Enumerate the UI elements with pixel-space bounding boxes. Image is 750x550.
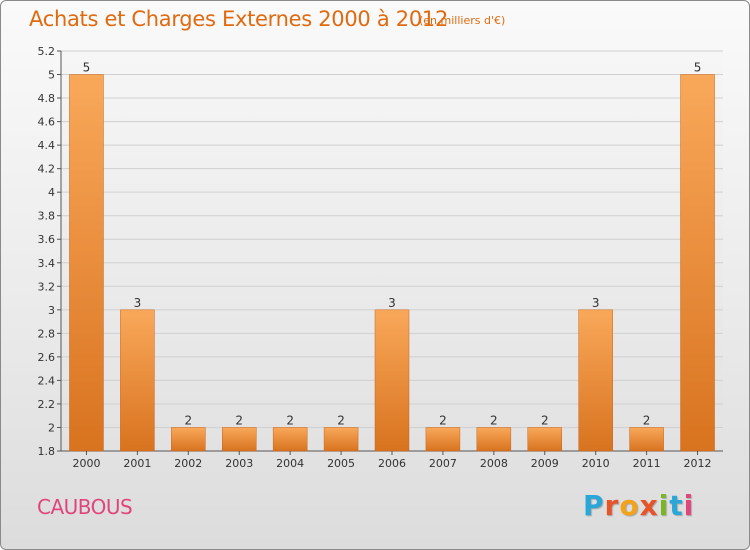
data-label: 2	[541, 413, 549, 427]
logo-letter: P	[583, 489, 605, 522]
x-tick-label: 2006	[378, 457, 406, 470]
x-tick-label: 2005	[327, 457, 355, 470]
bar	[69, 74, 104, 452]
y-tick-label: 5.2	[38, 45, 56, 58]
logo-letter: o	[619, 489, 640, 522]
bar	[171, 427, 206, 452]
bar	[272, 427, 308, 452]
y-tick-label: 4.8	[38, 92, 56, 105]
y-tick-label: 2.6	[38, 351, 56, 364]
logo-letter: t	[669, 489, 684, 522]
data-label: 5	[694, 61, 702, 75]
bar	[323, 427, 359, 452]
y-tick-label: 5	[48, 69, 55, 82]
x-tick-label: 2000	[72, 457, 100, 470]
x-tick-label: 2002	[174, 457, 202, 470]
logo-letter: i	[658, 489, 670, 522]
data-label: 2	[235, 413, 243, 427]
logo-letter: x	[639, 489, 659, 522]
data-label: 3	[388, 296, 396, 310]
y-tick-label: 3.6	[38, 233, 56, 246]
y-tick-label: 1.8	[38, 445, 56, 458]
x-tick-label: 2008	[480, 457, 508, 470]
x-tick-label: 2001	[123, 457, 151, 470]
logo-letter: r	[604, 489, 620, 522]
bar	[374, 309, 410, 452]
chart-title: Achats et Charges Externes 2000 à 2012	[29, 7, 449, 31]
bar	[120, 309, 155, 452]
data-label: 2	[286, 413, 294, 427]
x-tick-label: 2009	[531, 457, 559, 470]
y-tick-label: 4.2	[38, 163, 56, 176]
data-label: 3	[592, 296, 600, 310]
proxiti-logo: Proxiti	[583, 489, 694, 522]
x-tick-label: 2011	[633, 457, 661, 470]
bar	[578, 309, 613, 452]
data-label: 2	[184, 413, 192, 427]
data-label: 2	[337, 413, 345, 427]
chart-subtitle: (en milliers d'€)	[419, 14, 506, 27]
y-tick-label: 4	[48, 186, 55, 199]
y-tick-label: 4.6	[38, 116, 56, 129]
data-label: 5	[83, 61, 91, 75]
x-tick-label: 2003	[225, 457, 253, 470]
y-tick-label: 3.2	[38, 280, 56, 293]
x-tick-label: 2012	[684, 457, 712, 470]
x-tick-label: 2010	[582, 457, 610, 470]
y-tick-label: 2.2	[38, 398, 56, 411]
y-tick-label: 3.8	[38, 210, 56, 223]
y-tick-label: 2	[48, 421, 55, 434]
town-name: CAUBOUS	[37, 495, 133, 519]
y-tick-label: 4.4	[38, 139, 56, 152]
x-tick-label: 2007	[429, 457, 457, 470]
y-tick-label: 2.4	[38, 374, 56, 387]
bar	[527, 427, 563, 452]
y-tick-label: 2.8	[38, 327, 56, 340]
y-tick-label: 3	[48, 304, 55, 317]
y-tick-label: 3.4	[38, 257, 56, 270]
logo-letter: i	[683, 489, 695, 522]
x-tick-label: 2004	[276, 457, 304, 470]
bar	[680, 74, 715, 452]
bar	[221, 427, 257, 452]
data-label: 3	[134, 296, 142, 310]
data-label: 2	[643, 413, 651, 427]
bar	[476, 427, 512, 452]
bar	[629, 427, 664, 452]
data-label: 2	[490, 413, 498, 427]
bar	[425, 427, 461, 452]
data-label: 2	[439, 413, 447, 427]
